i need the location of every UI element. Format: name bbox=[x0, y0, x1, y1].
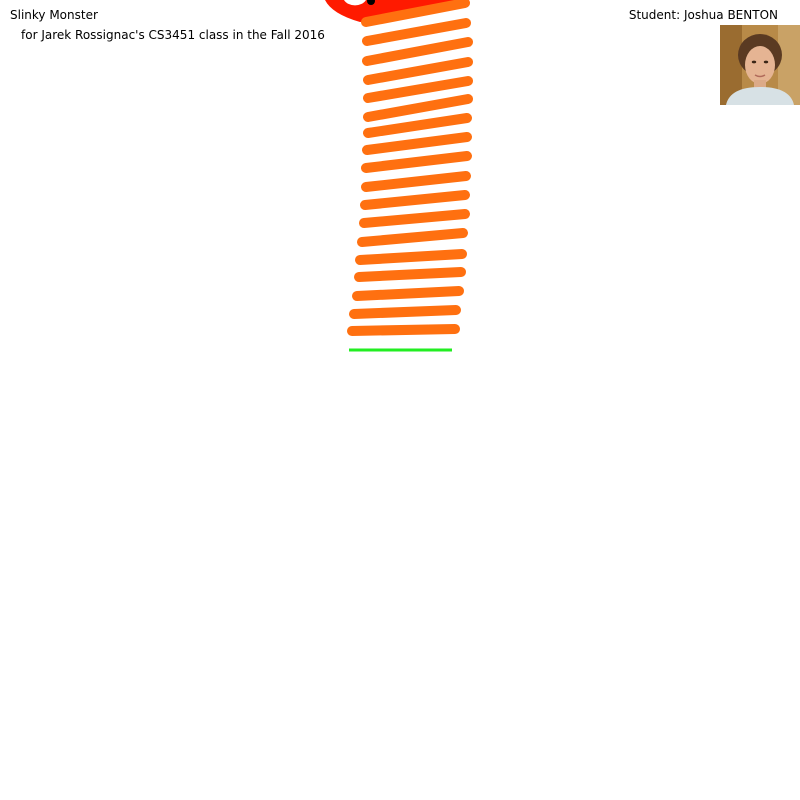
slinky-coil bbox=[367, 23, 466, 41]
slinky-coil bbox=[359, 272, 461, 277]
slinky-coil bbox=[365, 195, 465, 205]
slinky-coil bbox=[367, 137, 467, 150]
slinky-coil bbox=[352, 329, 455, 331]
slinky-coil bbox=[368, 99, 468, 117]
slinky-coil bbox=[368, 62, 468, 80]
slinky-coil bbox=[364, 214, 465, 223]
slinky-coil bbox=[354, 310, 456, 314]
slinky-coil bbox=[366, 176, 466, 187]
slinky-coil bbox=[368, 118, 467, 133]
slinky-coil bbox=[366, 156, 467, 168]
slinky-coil bbox=[357, 291, 459, 296]
slinky-coil bbox=[367, 42, 468, 61]
slinky-coils bbox=[352, 3, 468, 331]
slinky-coil bbox=[360, 254, 462, 260]
slinky-coil bbox=[368, 81, 468, 98]
slinky-coil bbox=[362, 233, 463, 242]
